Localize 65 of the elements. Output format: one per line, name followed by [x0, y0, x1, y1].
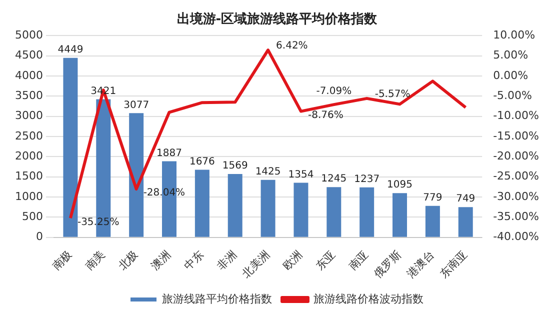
y2-tick-label: -10.00%	[493, 109, 540, 122]
y2-tick-label: -30.00%	[493, 190, 540, 203]
x-tick-label: 东亚	[313, 248, 338, 273]
data-label: 1095	[387, 180, 412, 191]
bar	[129, 113, 144, 237]
y2-tick-label: 0.00%	[493, 68, 528, 82]
bar	[360, 187, 374, 237]
data-label: 1354	[288, 169, 314, 180]
x-tick-label: 港澳台	[404, 248, 437, 280]
legend-label: 旅游线路价格波动指数	[314, 292, 424, 306]
legend-label: 旅游线路平均价格指数	[162, 292, 272, 306]
data-label: 1676	[189, 156, 215, 168]
data-label: -5.57%	[374, 89, 410, 100]
x-tick-label: 中东	[182, 248, 206, 273]
bar	[425, 206, 440, 237]
y-tick-label: 500	[22, 210, 43, 224]
y-tick-label: 2000	[14, 150, 43, 162]
data-label: 4449	[58, 44, 84, 56]
data-label: 1887	[156, 148, 182, 159]
y2-tick-label: 10.00%	[493, 28, 536, 42]
y-tick-label: 0	[36, 230, 43, 244]
x-tick-label: 南美	[82, 248, 108, 273]
y-tick-label: 5000	[14, 28, 43, 42]
bar	[63, 58, 78, 237]
data-label: 749	[456, 194, 476, 205]
x-tick-label: 北极	[116, 248, 140, 273]
bar	[260, 180, 276, 237]
y2-tick-label: -40.00%	[493, 230, 540, 244]
data-label: -7.09%	[316, 86, 352, 98]
y2-tick-label: -15.00%	[493, 129, 540, 142]
data-label: 6.42%	[276, 40, 308, 52]
y-tick-label: 4500	[14, 48, 43, 62]
y-tick-label: 3500	[14, 88, 43, 102]
x-tick-label: 南亚	[346, 248, 371, 273]
x-tick-label: 东南亚	[437, 248, 470, 280]
data-label: 1425	[255, 166, 281, 178]
bar	[326, 187, 342, 237]
y2-tick-label: -35.00%	[493, 210, 540, 224]
x-tick-label: 南极	[50, 248, 75, 273]
chart-title: 出境游-区域旅游线路平均价格指数	[176, 11, 378, 28]
x-tick-label: 俄罗斯	[371, 248, 404, 280]
bar	[194, 170, 210, 237]
y-tick-label: 2500	[14, 129, 43, 142]
bar	[392, 193, 408, 237]
data-label: 3077	[124, 100, 150, 111]
bar	[458, 207, 473, 237]
bar	[294, 182, 308, 237]
y-tick-label: 3000	[14, 109, 43, 122]
data-label: 779	[423, 192, 442, 204]
bar	[228, 174, 242, 237]
data-label: 1237	[354, 174, 380, 186]
y2-tick-label: -20.00%	[493, 150, 540, 162]
x-tick-label: 北美洲	[240, 248, 272, 280]
y-tick-label: 1500	[14, 170, 43, 183]
y2-tick-label: -5.00%	[493, 88, 532, 102]
y2-tick-label: -25.00%	[493, 170, 540, 183]
data-label: -8.76%	[308, 110, 344, 121]
y-tick-label: 1000	[14, 190, 43, 203]
data-label: 1245	[321, 174, 347, 185]
x-tick-label: 欧洲	[280, 248, 306, 273]
y2-tick-label: 5.00%	[493, 48, 528, 62]
x-tick-label: 澳洲	[148, 248, 174, 273]
x-tick-label: 非洲	[214, 248, 240, 273]
data-label: 1569	[222, 160, 248, 172]
y-tick-label: 4000	[14, 68, 43, 82]
